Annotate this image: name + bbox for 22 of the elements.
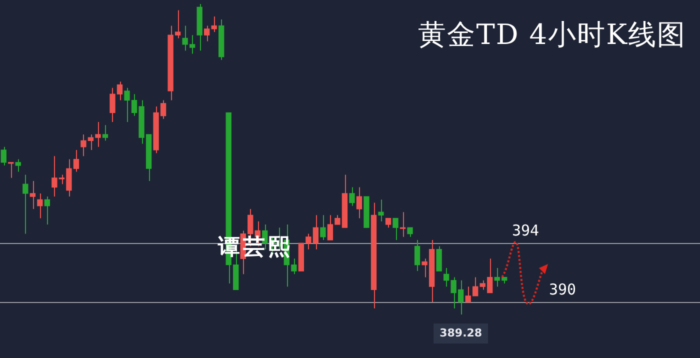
text: 390 [549, 280, 576, 298]
candlestick [30, 180, 36, 210]
candlestick [378, 199, 384, 222]
text: 黄金TD 4小时K线图 [418, 17, 686, 53]
candlestick [204, 25, 210, 42]
candlestick [15, 158, 21, 172]
candlestick [356, 186, 362, 219]
candlestick [392, 218, 398, 241]
candlestick [22, 174, 28, 234]
candlestick [37, 192, 43, 219]
candlestick [414, 240, 420, 272]
candlestick [44, 196, 50, 225]
candlestick [102, 124, 108, 142]
candlestick [385, 218, 392, 228]
candlestick [0, 146, 6, 166]
candlestick [349, 186, 355, 206]
candlestick [407, 227, 413, 238]
candlestick [211, 16, 217, 32]
candlestick [320, 214, 326, 241]
text: 394 [512, 222, 540, 240]
candlestick [436, 246, 442, 272]
text: 389.28 [440, 326, 482, 340]
